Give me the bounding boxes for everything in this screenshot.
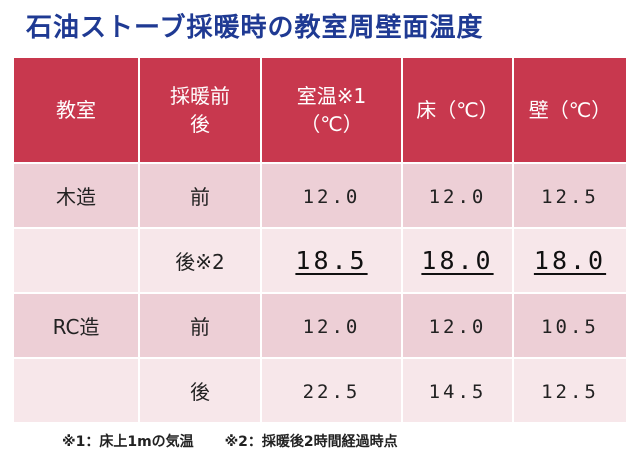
cell-floor-temp: 12.0 [402,292,514,358]
room-temp-value: 12.0 [302,185,361,208]
header-heating-timing-line1: 採暖前 [170,84,230,108]
room-temp-value-highlight: 18.5 [295,246,368,275]
wall-temp-value: 12.5 [541,185,599,208]
cell-timing: 前 [139,292,262,358]
table-header-row: 教室 採暖前 後 室温※1 （℃） 床（℃） 壁（℃） [14,58,626,163]
cell-room-temp: 12.0 [261,162,403,228]
wall-temp-value-highlight: 18.0 [533,246,607,275]
wall-temp-value: 12.5 [541,380,599,403]
cell-wall-temp: 12.5 [513,357,626,422]
floor-temp-value: 12.0 [428,185,487,208]
footnotes: ※1：床上1mの気温 ※2：採暖後2時間経過時点 [62,432,398,452]
cell-timing: 後※2 [139,227,262,293]
timing-label: 前 [190,315,210,339]
header-classroom-label: 教室 [56,98,96,122]
cell-wall-temp: 18.0 [513,227,626,293]
cell-wall-temp: 12.5 [513,162,626,228]
header-heating-timing-line2: 後 [190,112,210,136]
timing-label: 前 [190,185,210,209]
room-temp-value: 12.0 [302,315,361,338]
page-title: 石油ストーブ採暖時の教室周壁面温度 [26,13,484,43]
floor-temp-value: 14.5 [428,380,487,403]
cell-room-temp: 22.5 [261,357,403,422]
cell-room-temp: 18.5 [261,227,403,293]
cell-room-temp: 12.0 [261,292,403,358]
cell-floor-temp: 18.0 [402,227,514,293]
header-floor-temp-label: 床（℃） [416,98,499,122]
room-label: RC造 [52,315,100,339]
cell-floor-temp: 12.0 [402,162,514,228]
table-row: 後 22.5 14.5 12.5 [14,357,626,422]
temperature-table: 教室 採暖前 後 室温※1 （℃） 床（℃） 壁（℃） 木造 前 12.0 12… [14,58,626,422]
footnote-1: ※1：床上1mの気温 [62,434,194,450]
cell-timing: 前 [139,162,262,228]
footnote-2: ※2：採暖後2時間経過時点 [224,434,398,450]
header-wall-temp: 壁（℃） [513,58,626,163]
timing-label: 後※2 [175,250,225,274]
room-temp-value: 22.5 [302,380,361,403]
wall-temp-value: 10.5 [541,315,599,338]
header-room-temp: 室温※1 （℃） [261,58,403,163]
cell-room: 木造 [14,162,140,228]
header-classroom: 教室 [14,58,140,163]
header-room-temp-line2: （℃） [300,112,363,136]
room-label: 木造 [56,185,96,209]
cell-room [14,227,140,293]
timing-label: 後 [190,380,210,404]
table-row: RC造 前 12.0 12.0 10.5 [14,292,626,358]
table-row: 後※2 18.5 18.0 18.0 [14,227,626,293]
floor-temp-value-highlight: 18.0 [421,246,494,275]
cell-floor-temp: 14.5 [402,357,514,422]
header-room-temp-line1: 室温※1 [296,84,367,108]
floor-temp-value: 12.0 [428,315,487,338]
cell-room [14,357,140,422]
header-heating-timing: 採暖前 後 [139,58,262,163]
cell-wall-temp: 10.5 [513,292,626,358]
cell-timing: 後 [139,357,262,422]
cell-room: RC造 [14,292,140,358]
header-wall-temp-label: 壁（℃） [528,98,612,122]
header-floor-temp: 床（℃） [402,58,514,163]
table-row: 木造 前 12.0 12.0 12.5 [14,162,626,228]
